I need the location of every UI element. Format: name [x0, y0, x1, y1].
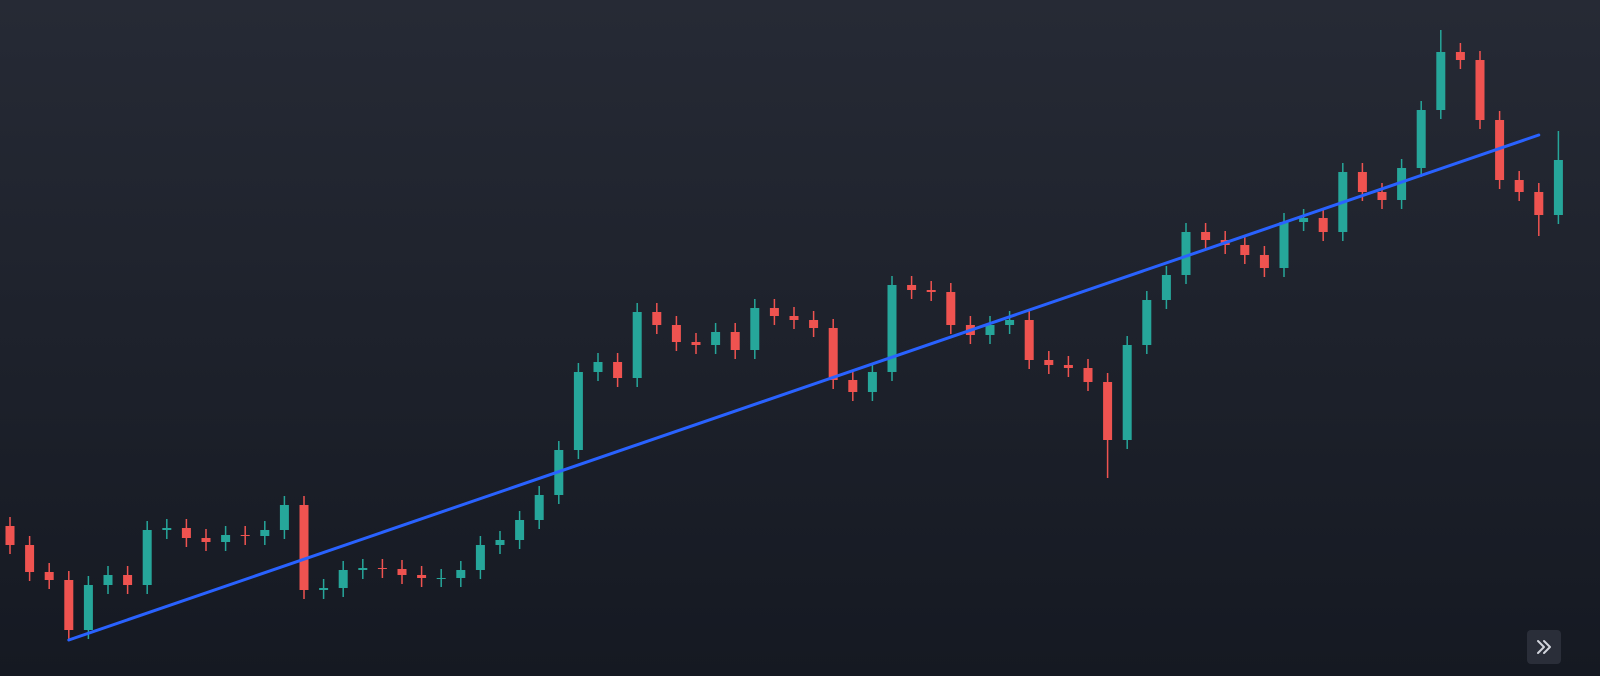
candle-body: [1083, 368, 1093, 382]
candle-body: [1377, 192, 1387, 200]
candle-body: [260, 530, 270, 536]
candle-body: [417, 575, 427, 578]
candle-body: [1122, 345, 1132, 440]
candle-body: [1142, 300, 1152, 345]
candle-body: [103, 575, 113, 585]
candle-body: [456, 570, 466, 578]
candle-body: [201, 538, 211, 542]
candle-body: [83, 585, 93, 630]
candle-body: [1063, 365, 1073, 368]
candle-body: [515, 520, 525, 540]
candle-body: [1514, 180, 1524, 192]
candle-body: [64, 580, 74, 630]
candle-body: [377, 568, 387, 569]
candle-body: [534, 495, 544, 520]
candle-body: [632, 312, 642, 378]
candle-body: [475, 545, 485, 570]
candle-body: [1553, 160, 1563, 215]
candle-body: [358, 568, 368, 570]
candle-body: [789, 316, 799, 320]
candle-body: [319, 588, 329, 590]
candle-body: [1318, 218, 1328, 232]
candle-body: [1240, 245, 1250, 255]
candle-body: [44, 572, 54, 580]
candle-body: [926, 290, 936, 292]
candle-body: [142, 530, 152, 585]
candle-body: [907, 285, 917, 290]
candle-body: [1024, 320, 1034, 360]
candle-body: [1416, 110, 1426, 168]
candle-body: [1455, 52, 1465, 60]
candle-body: [946, 292, 956, 325]
candle-body: [25, 545, 35, 572]
candle-body: [1436, 52, 1446, 110]
candle-body: [1397, 168, 1407, 200]
candle-body: [123, 575, 133, 585]
candle-body: [162, 528, 172, 530]
candle-body: [5, 526, 15, 545]
candle-body: [1259, 255, 1269, 268]
candle-body: [299, 505, 309, 590]
candle-body: [1044, 360, 1054, 365]
candle-body: [1005, 320, 1015, 325]
candle-body: [593, 362, 603, 372]
candle-body: [613, 362, 623, 378]
candle-body: [397, 569, 407, 575]
candle-body: [887, 285, 897, 372]
candle-body: [436, 578, 446, 579]
candle-body: [1201, 232, 1211, 240]
candle-body: [867, 372, 877, 392]
trend-line: [67, 133, 1541, 642]
candle-body: [711, 332, 721, 345]
scroll-to-realtime-button[interactable]: [1527, 630, 1561, 664]
candle-body: [1357, 172, 1367, 192]
candle-body: [1279, 222, 1289, 268]
candle-body: [338, 570, 348, 588]
candle-body: [1161, 275, 1171, 300]
candle-body: [495, 540, 505, 545]
candle-body: [1534, 192, 1544, 215]
candle-body: [181, 528, 191, 538]
candle-body: [1475, 60, 1485, 120]
candle-body: [691, 342, 701, 345]
candle-body: [750, 308, 760, 350]
candle-body: [1181, 232, 1191, 275]
candle-body: [573, 372, 583, 450]
candle-body: [828, 328, 838, 380]
candle-body: [1299, 218, 1309, 222]
candle-body: [279, 505, 289, 530]
candle-body: [652, 312, 662, 325]
candle-body: [240, 535, 250, 536]
candle-body: [848, 380, 858, 392]
candle-body: [985, 325, 995, 335]
chevrons-icon: [1537, 640, 1551, 654]
candle-body: [730, 332, 740, 350]
candle-body: [671, 325, 681, 342]
candle-body: [809, 320, 819, 328]
candle-body: [769, 308, 779, 316]
candle-body: [1103, 382, 1113, 440]
candle-body: [221, 535, 231, 542]
